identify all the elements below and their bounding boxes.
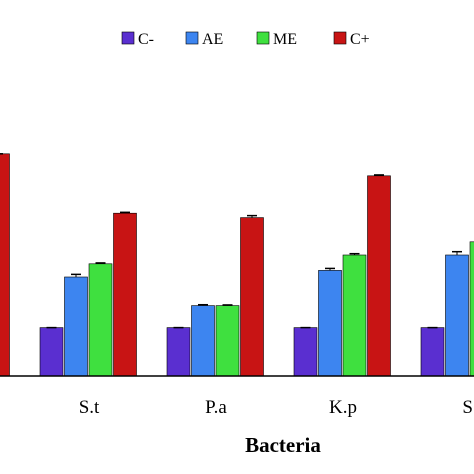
bar [215, 305, 240, 377]
legend-swatch [333, 31, 347, 45]
legend-label: C- [138, 31, 154, 48]
bar [113, 212, 137, 377]
legend-label: ME [273, 31, 297, 48]
x-axis-title: Bacteria [245, 433, 321, 457]
bar [0, 153, 10, 377]
bar [469, 241, 474, 377]
legend-swatch [256, 31, 270, 45]
x-axis-ticks: S.t P.a K.p S. [79, 397, 474, 418]
bar-group [293, 174, 391, 377]
bar [64, 276, 88, 377]
legend-item: C+ [333, 31, 370, 48]
bar [39, 327, 64, 377]
bar [166, 327, 191, 377]
legend-item: C- [121, 31, 154, 48]
legend-swatch [121, 31, 135, 45]
bar [318, 270, 342, 377]
legend-label: C+ [350, 31, 370, 48]
bar [342, 254, 367, 377]
plot-area [0, 153, 474, 377]
bar [445, 254, 469, 377]
x-tick-label: K.p [329, 397, 357, 418]
x-tick-label: S.t [79, 397, 100, 418]
legend-swatch [185, 31, 199, 45]
chart-legend: C- AE ME C+ [121, 31, 370, 48]
bar [420, 327, 445, 377]
bar-group [166, 214, 264, 377]
bar [191, 305, 215, 377]
legend-item: AE [185, 31, 223, 48]
x-tick-label: S. [462, 397, 474, 418]
bar [367, 175, 391, 377]
bar-group [420, 241, 474, 377]
bar [293, 327, 318, 377]
legend-label: AE [202, 31, 223, 48]
bar-group [39, 211, 137, 377]
bar [88, 263, 113, 377]
bar [240, 217, 264, 377]
bar-group [0, 153, 10, 377]
x-tick-label: P.a [205, 397, 227, 418]
legend-item: ME [256, 31, 297, 48]
